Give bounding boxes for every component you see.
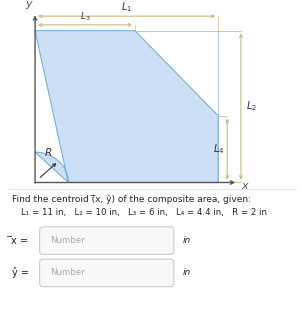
Text: Number: Number [50,236,85,245]
Text: in: in [183,268,191,277]
Text: ̅x =: ̅x = [12,236,29,245]
Text: R: R [45,149,52,158]
Text: $L_4$: $L_4$ [214,142,225,156]
Text: Number: Number [50,268,85,277]
FancyBboxPatch shape [40,227,174,255]
Text: L₁ = 11 ​in,   L₂ = 10 ​in,   L₃ = 6 ​in,   L₄ = 4.4 ​in,   R = 2 ​in: L₁ = 11 ​in, L₂ = 10 ​in, L₃ = 6 ​in, L₄… [21,208,267,217]
FancyBboxPatch shape [40,259,174,287]
Text: Find the centroid (̅x, ŷ) of the composite area, given:: Find the centroid (̅x, ŷ) of the composi… [12,195,251,204]
Text: $L_2$: $L_2$ [246,100,257,113]
Text: ŷ =: ŷ = [12,267,29,278]
Text: $L_1$: $L_1$ [121,0,132,14]
Polygon shape [35,31,218,182]
Text: $L_3$: $L_3$ [80,10,90,23]
Text: in: in [183,236,191,245]
Text: y: y [26,0,32,9]
Text: x: x [242,181,248,191]
